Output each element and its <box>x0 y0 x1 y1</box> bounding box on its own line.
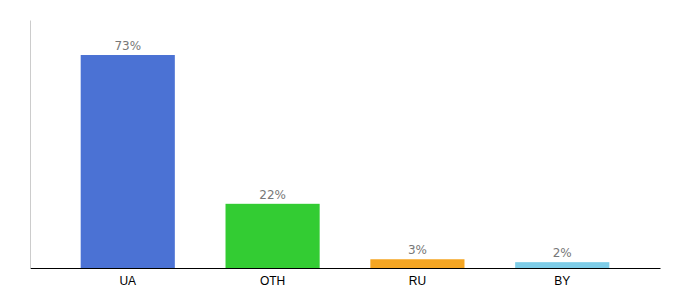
bar <box>370 259 464 268</box>
plot-area: 73% 22% 3% 2% UA OTH RU BY <box>31 21 661 288</box>
x-tick: UA <box>119 274 136 288</box>
y-axis-line <box>30 21 31 269</box>
bar <box>226 204 320 268</box>
x-axis-line <box>31 268 661 269</box>
chart: 73% 22% 3% 2% UA OTH RU BY <box>0 0 680 300</box>
x-tick-label: RU <box>409 274 426 288</box>
data-label: 22% <box>259 188 286 202</box>
data-labels: 73% 22% 3% 2% <box>114 39 571 260</box>
x-tick: BY <box>554 274 570 288</box>
y-axis <box>30 21 31 269</box>
x-tick-label: UA <box>119 274 136 288</box>
data-label: 73% <box>114 39 141 53</box>
bar <box>81 55 175 268</box>
x-tick: RU <box>409 274 426 288</box>
x-tick: OTH <box>260 274 285 288</box>
data-label: 3% <box>408 243 427 257</box>
bar <box>515 262 609 268</box>
x-tick-label: BY <box>554 274 570 288</box>
data-label: 2% <box>553 246 572 260</box>
x-axis: UA OTH RU BY <box>31 269 661 288</box>
bars <box>81 55 610 268</box>
x-tick-label: OTH <box>260 274 285 288</box>
